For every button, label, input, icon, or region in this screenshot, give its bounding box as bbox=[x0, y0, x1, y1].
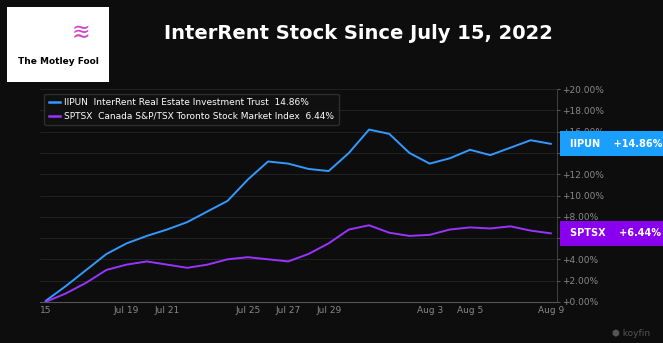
Legend: IIPUN  InterRent Real Estate Investment Trust  14.86%, SPTSX  Canada S&P/TSX Tor: IIPUN InterRent Real Estate Investment T… bbox=[44, 94, 339, 125]
Text: IIPUN    +14.86%: IIPUN +14.86% bbox=[570, 139, 662, 149]
Text: SPTSX    +6.44%: SPTSX +6.44% bbox=[570, 228, 660, 238]
Text: ≋: ≋ bbox=[72, 23, 90, 43]
Text: ⬢ koyfin: ⬢ koyfin bbox=[611, 329, 650, 338]
Text: The Motley Fool: The Motley Fool bbox=[18, 57, 98, 66]
Text: InterRent Stock Since July 15, 2022: InterRent Stock Since July 15, 2022 bbox=[164, 24, 552, 43]
